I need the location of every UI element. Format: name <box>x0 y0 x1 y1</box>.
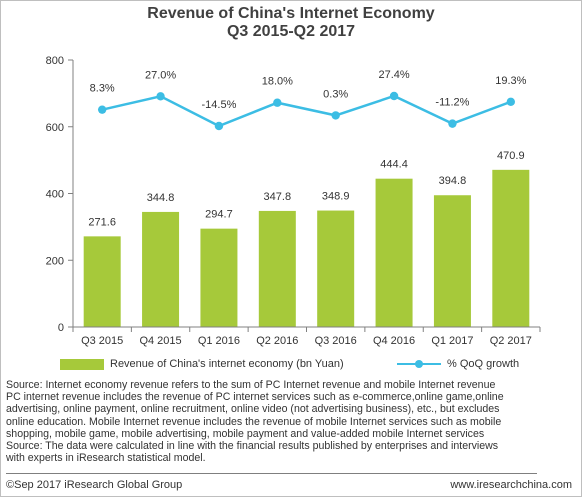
growth-label: -11.2% <box>435 97 469 109</box>
growth-label: -14.5% <box>202 99 237 111</box>
bar-value-label: 470.9 <box>497 150 525 162</box>
y-tick-label: 600 <box>46 122 64 134</box>
website: www.iresearchchina.com <box>450 479 572 491</box>
legend-bar-label: Revenue of China's internet economy (bn … <box>110 358 344 370</box>
x-tick-label: Q4 2016 <box>373 335 415 347</box>
growth-point <box>156 92 165 101</box>
growth-point <box>331 111 340 120</box>
legend-bar-swatch <box>60 358 104 370</box>
bar-value-label: 394.8 <box>439 175 467 187</box>
bar <box>200 228 238 327</box>
note-line: Source: The data were calculated in line… <box>6 440 499 453</box>
x-tick-label: Q3 2016 <box>315 335 357 347</box>
bar-value-label: 294.7 <box>205 209 233 221</box>
legend-bar: Revenue of China's internet economy (bn … <box>60 356 344 372</box>
note-line: PC internet revenue includes the revenue… <box>6 391 504 404</box>
x-tick-label: Q1 2016 <box>198 335 240 347</box>
chart-title: Revenue of China's Internet Economy <box>147 5 435 22</box>
note-line: shopping, mobile game, mobile advertisin… <box>6 427 485 440</box>
note-line: with experts in iResearch statistical mo… <box>6 452 206 465</box>
copyright: ©Sep 2017 iResearch Global Group <box>6 479 183 491</box>
bar-value-label: 344.8 <box>147 192 175 204</box>
y-tick-label: 0 <box>58 322 64 334</box>
bar <box>375 178 413 327</box>
growth-label: 27.4% <box>378 69 409 81</box>
line-series: 8.3% 27.0% -14.5% 18.0% 0.3% 27.4% -11.2% 19.3% <box>90 69 527 131</box>
x-tick-label: Q3 2015 <box>81 335 123 347</box>
growth-point <box>214 121 224 131</box>
note-line: online education. Mobile Internet revenu… <box>6 415 502 428</box>
bar-value-label: 348.9 <box>322 191 350 203</box>
x-tick-label: Q1 2017 <box>431 335 473 347</box>
growth-point <box>389 91 399 101</box>
growth-label: 18.0% <box>262 76 293 88</box>
note-line: Source: Internet economy revenue refers … <box>6 379 496 391</box>
bar <box>433 195 471 327</box>
bar <box>142 211 180 327</box>
growth-line <box>101 94 512 128</box>
x-tick-label: Q2 2017 <box>490 335 532 347</box>
growth-point <box>97 105 107 114</box>
growth-point <box>506 97 516 106</box>
source-notes: Source: Internet economy revenue refers … <box>6 379 574 464</box>
y-tick-label: 800 <box>46 55 64 67</box>
y-tick-label: 400 <box>46 189 64 201</box>
bar <box>258 210 296 327</box>
chart-subtitle: Q3 2015-Q2 2017 <box>226 23 356 40</box>
legend-line-swatch <box>397 359 441 370</box>
bar-series: 271.6 344.8 294.7 347.8 348.9 444.4 394.8 470.9 <box>83 150 530 327</box>
note-line: advertising, online payment, online recr… <box>6 403 500 416</box>
growth-point <box>273 98 282 107</box>
bar <box>83 236 121 327</box>
growth-point <box>448 119 457 128</box>
x-axis: Q3 2015 Q4 2015 Q1 2016 Q2 2016 Q3 2016 Q4 20… <box>72 326 541 347</box>
legend-line-label: % QoQ growth <box>447 358 520 370</box>
x-tick-label: Q2 2016 <box>256 335 298 347</box>
growth-label: 0.3% <box>323 88 348 100</box>
bar-value-label: 444.4 <box>380 159 408 171</box>
x-tick-label: Q4 2015 <box>139 335 181 347</box>
growth-label: 27.0% <box>145 69 176 81</box>
footer-divider <box>6 473 537 474</box>
y-tick-label: 200 <box>46 255 64 267</box>
bar <box>317 210 355 327</box>
bar-value-label: 347.8 <box>264 191 292 203</box>
bar-value-label: 271.6 <box>88 216 116 228</box>
growth-label: 19.3% <box>495 75 526 87</box>
bar <box>492 169 530 327</box>
legend-line: % QoQ growth <box>397 356 519 372</box>
y-axis: 0 200 400 600 800 <box>46 55 74 334</box>
growth-label: 8.3% <box>90 83 115 95</box>
